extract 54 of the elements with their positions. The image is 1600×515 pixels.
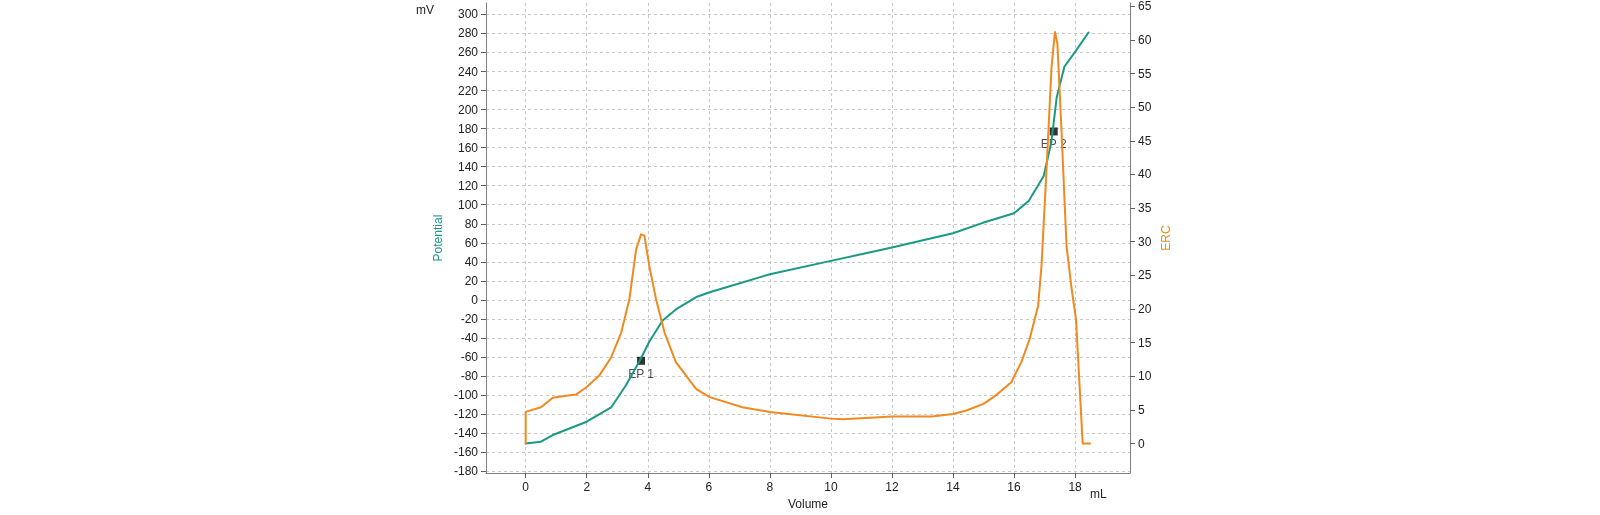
y-tick-label: 100 (457, 197, 479, 212)
y-tick-label: 60 (464, 235, 479, 250)
y2-tick-label: 55 (1138, 66, 1152, 81)
x-tick-label: 2 (583, 480, 591, 495)
y2-tick-label: 30 (1138, 234, 1152, 249)
x-tick-label: 18 (1068, 480, 1083, 495)
y-tick-label: 200 (457, 102, 479, 117)
x-tick-label: 12 (885, 480, 899, 495)
y2-tick-label: 20 (1138, 302, 1152, 316)
y-tick-label: 40 (464, 254, 479, 269)
text: mV (416, 3, 434, 17)
y-tick-label: 0 (471, 292, 479, 307)
y-tick-label: -60 (460, 350, 479, 364)
y-tick-label: 280 (457, 26, 479, 41)
y2-axis-title: ERC (1159, 225, 1173, 251)
x-tick-label: 4 (644, 480, 652, 495)
x-axis-title: Volume (787, 497, 829, 511)
y2-tick-label: 35 (1138, 201, 1152, 216)
x-tick-label: 8 (766, 480, 774, 495)
y2-tick-label: 25 (1138, 268, 1152, 283)
text: mL (1090, 487, 1107, 501)
y-tick-label: 300 (457, 7, 479, 22)
y-tick-label: 240 (457, 64, 479, 79)
y-tick-label: 160 (457, 140, 479, 155)
y-tick-label: -140 (453, 426, 479, 441)
y-tick-label: -100 (453, 388, 479, 403)
y2-tick-label: 65 (1138, 0, 1152, 14)
y2-tick-label: 40 (1138, 167, 1152, 182)
y2-tick-label: 5 (1138, 402, 1145, 417)
x-tick-label: 0 (522, 480, 530, 495)
y-tick-label: -120 (453, 407, 479, 422)
y-tick-label: -40 (460, 330, 479, 345)
y-axis-title: Potential (431, 214, 445, 262)
y2-tick-label: 0 (1138, 436, 1145, 451)
y-tick-label: 140 (457, 159, 479, 174)
y-tick-label: 20 (464, 273, 479, 288)
y-tick-label: -180 (453, 464, 479, 479)
y-tick-label: -20 (460, 311, 479, 326)
x-tick-label: 16 (1007, 480, 1022, 495)
x-tick-label: 6 (705, 480, 713, 495)
y2-tick-label: 50 (1138, 100, 1152, 115)
y-tick-label: 80 (464, 216, 479, 231)
y-tick-label: 180 (457, 121, 479, 136)
x-tick-label: 10 (824, 480, 838, 495)
y2-tick-label: 15 (1138, 335, 1152, 350)
y-tick-label: -80 (460, 369, 479, 384)
y2-tick-label: 60 (1138, 32, 1152, 47)
y-tick-label: 260 (457, 45, 479, 60)
y2-tick-label: 45 (1138, 133, 1152, 148)
y-tick-label: -160 (453, 445, 479, 460)
x-tick-label: 14 (946, 480, 960, 495)
y-tick-label: 120 (457, 178, 479, 193)
y-tick-label: 220 (457, 83, 479, 98)
y2-tick-label: 10 (1138, 369, 1152, 384)
